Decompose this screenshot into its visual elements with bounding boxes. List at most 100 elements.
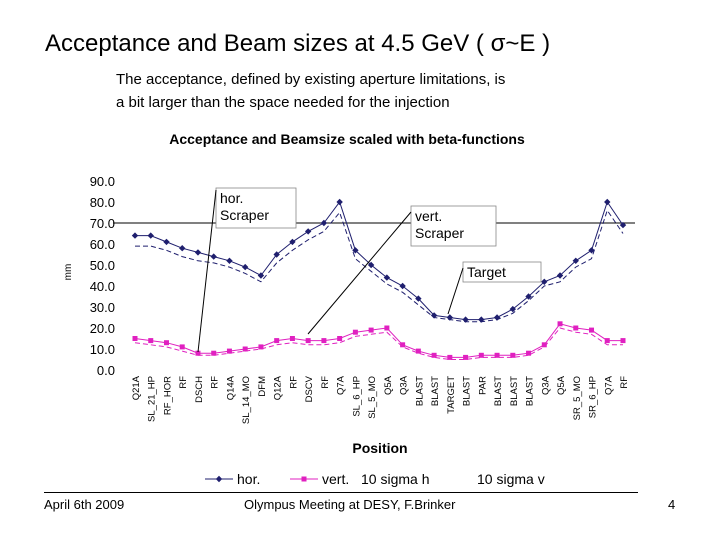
x-tick-label: DSCV	[304, 375, 315, 402]
footer-date: April 6th 2009	[44, 497, 125, 512]
data-point	[226, 348, 232, 354]
data-point	[258, 344, 264, 350]
data-point	[257, 272, 265, 279]
legend-entry-3: 10 sigma v	[477, 471, 545, 487]
data-point	[194, 249, 202, 256]
callout-leader	[307, 211, 412, 335]
series-line	[135, 209, 624, 323]
legend-label: 10 sigma v	[477, 471, 545, 487]
data-point	[494, 352, 500, 358]
series-0	[131, 198, 627, 323]
x-tick-label: Q5A	[556, 375, 567, 395]
x-tick-label: SL_21_HP	[147, 376, 158, 422]
x-tick-label: Q3A	[540, 375, 551, 395]
x-tick-label: Q7A	[603, 375, 614, 395]
data-point	[526, 350, 532, 356]
x-tick-label: Q21A	[131, 375, 142, 400]
x-tick-label: Q14A	[225, 375, 236, 400]
callout-box	[462, 261, 542, 283]
data-point	[400, 342, 406, 348]
data-point	[274, 338, 280, 344]
data-point	[273, 251, 280, 258]
callout-0: hor.Scraper	[197, 187, 297, 353]
data-point	[525, 293, 532, 300]
data-point	[478, 352, 484, 358]
series-line	[134, 327, 623, 360]
x-tick-label: BLAST	[525, 376, 536, 406]
series-line	[135, 200, 624, 321]
slide-title: Acceptance and Beam sizes at 4.5 GeV ( σ…	[45, 30, 551, 57]
data-point	[430, 312, 438, 319]
data-point	[163, 340, 169, 346]
data-point	[163, 238, 170, 246]
data-point	[367, 261, 375, 269]
data-point	[572, 257, 579, 264]
data-point	[179, 245, 186, 252]
y-tick-label: 70.0	[90, 216, 115, 231]
data-point	[336, 198, 343, 206]
x-tick-label: RF	[320, 376, 331, 389]
data-point	[447, 354, 453, 360]
data-point	[573, 325, 579, 331]
data-point	[337, 336, 343, 341]
data-point	[179, 344, 185, 350]
x-tick-label: BLAST	[462, 376, 473, 406]
x-tick-label: Q3A	[399, 375, 410, 395]
callout-text: Scraper	[415, 225, 464, 241]
data-point	[604, 338, 610, 344]
callout-leader	[197, 189, 217, 353]
y-tick-label: 0.0	[97, 363, 115, 378]
data-point	[320, 219, 328, 227]
x-tick-label: RF	[288, 376, 299, 389]
data-point	[304, 228, 312, 235]
series-line	[134, 323, 623, 358]
x-tick-label: Q7A	[336, 375, 347, 395]
data-point	[210, 253, 217, 260]
footer-event: Olympus Meeting at DESY, F.Brinker	[244, 497, 456, 512]
y-tick-label: 20.0	[90, 321, 115, 336]
data-point	[557, 321, 563, 327]
x-tick-label: BLAST	[414, 376, 425, 406]
footer-divider	[44, 492, 638, 493]
data-point	[147, 232, 154, 239]
x-tick-label: RF	[210, 376, 221, 389]
y-tick-label: 40.0	[90, 279, 115, 294]
x-tick-label: SR_6_HP	[588, 376, 599, 418]
data-point	[131, 232, 139, 239]
callout-box	[410, 205, 497, 247]
x-tick-label: Q12A	[273, 375, 284, 400]
x-tick-label: DFM	[257, 376, 268, 397]
chart-title: Acceptance and Beamsize scaled with beta…	[169, 131, 525, 147]
data-point	[619, 221, 627, 229]
legend-marker	[215, 475, 223, 483]
data-point	[556, 272, 564, 279]
footer-page-number: 4	[668, 497, 676, 512]
callout-text: hor.	[220, 190, 243, 206]
data-point	[368, 327, 374, 333]
data-point	[446, 314, 454, 321]
y-tick-label: 90.0	[90, 174, 115, 189]
series-2	[135, 209, 624, 323]
x-tick-label: RF	[619, 376, 630, 389]
data-point	[289, 336, 295, 341]
x-tick-label: Q5A	[383, 375, 394, 395]
y-tick-label: 10.0	[90, 342, 115, 357]
data-point	[352, 329, 358, 335]
callout-text: Scraper	[220, 207, 269, 223]
data-point	[589, 327, 595, 333]
data-point	[241, 263, 249, 271]
data-point	[399, 282, 406, 290]
data-point	[352, 247, 359, 254]
legend-label: vert.	[322, 471, 349, 487]
callout-leader	[447, 267, 464, 315]
y-axis-label: mm	[63, 264, 74, 281]
data-point	[321, 338, 327, 344]
x-tick-label: RF	[178, 376, 189, 389]
data-point	[195, 350, 201, 356]
data-point	[383, 274, 391, 281]
data-point	[132, 336, 138, 341]
x-tick-label: SR_5_MO	[572, 376, 583, 420]
series-3	[134, 327, 623, 360]
data-point	[384, 325, 390, 331]
